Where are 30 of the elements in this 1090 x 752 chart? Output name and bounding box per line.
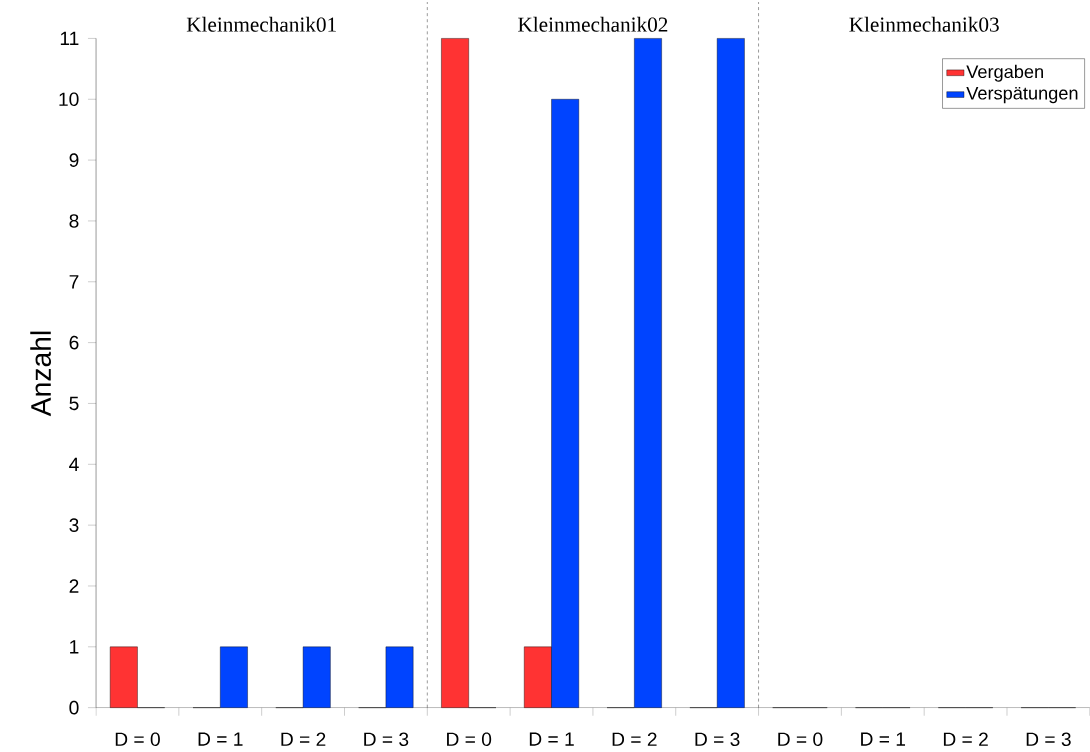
x-tick-label: D = 2 [943, 732, 988, 746]
y-tick-label: 4 [69, 457, 79, 471]
x-tick-label: D = 2 [281, 732, 326, 746]
x-tick-label: D = 3 [1026, 732, 1071, 746]
y-tick-label: 6 [69, 335, 79, 350]
x-tick-label: D = 2 [612, 732, 657, 746]
text: Kleinmechanik03 [849, 16, 999, 32]
x-tick-label: D = 1 [529, 732, 574, 746]
x-tick-label: D = 0 [447, 732, 492, 746]
x-tick-label: D = 1 [198, 732, 243, 746]
x-tick-label: D = 3 [695, 732, 740, 746]
y-tick-label: 5 [69, 396, 79, 410]
y-tick-label: 0 [69, 700, 79, 715]
y-tick-label: 8 [69, 213, 79, 228]
x-tick-label: D = 0 [778, 732, 823, 746]
y-tick-label: 9 [69, 153, 79, 167]
text: Kleinmechanik02 [518, 16, 668, 32]
y-tick-label: 11 [60, 31, 79, 45]
y-tick-label: 10 [59, 92, 79, 106]
x-tick-label: D = 1 [861, 732, 906, 746]
y-tick-label: 3 [69, 518, 79, 532]
y-tick-label: 2 [69, 579, 79, 593]
y-tick-label: 1 [70, 639, 79, 654]
text: Kleinmechanik01 [186, 16, 336, 32]
y-tick-label: 7 [69, 274, 79, 289]
x-tick-label: D = 0 [115, 732, 160, 746]
legend-label: Vergaben [966, 64, 1043, 82]
x-tick-label: D = 3 [364, 732, 409, 746]
legend-label: Verspätungen [966, 86, 1078, 103]
y-axis-title: Anzahl [30, 331, 52, 417]
